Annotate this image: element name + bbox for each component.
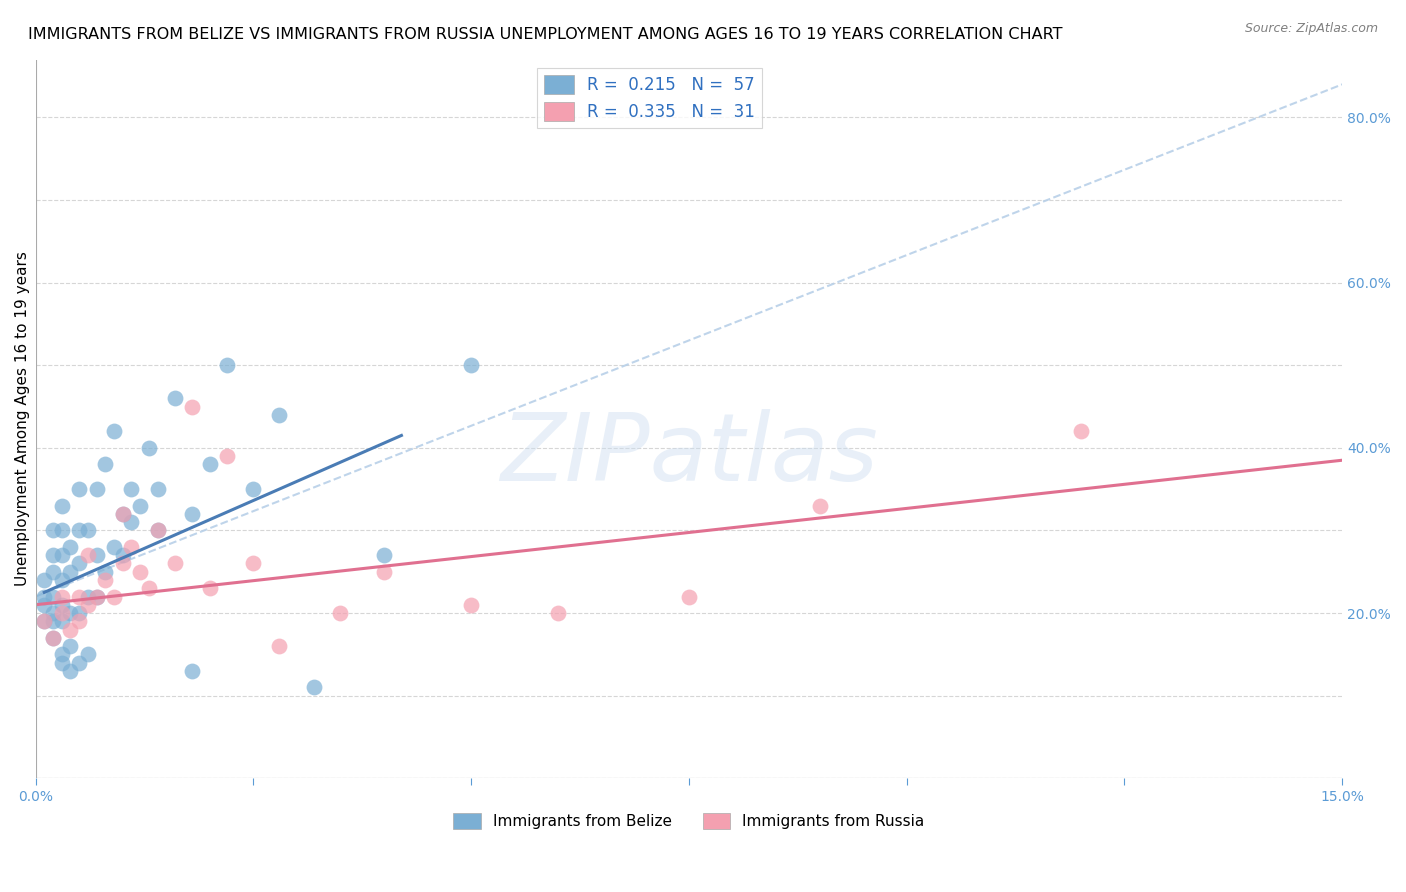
Point <box>42 606 65 620</box>
Point <box>94 573 117 587</box>
Point <box>76 590 98 604</box>
Point <box>146 524 169 538</box>
Text: Source: ZipAtlas.com: Source: ZipAtlas.com <box>1244 22 1378 36</box>
Point <box>181 400 204 414</box>
Point <box>94 458 117 472</box>
Point <box>42 524 65 538</box>
Point <box>76 548 98 562</box>
Point <box>32 615 55 629</box>
Point <box>76 524 98 538</box>
Point <box>67 606 90 620</box>
Point <box>67 590 90 604</box>
Point <box>42 631 65 645</box>
Point <box>59 540 82 554</box>
Point <box>51 656 73 670</box>
Point <box>111 507 134 521</box>
Text: IMMIGRANTS FROM BELIZE VS IMMIGRANTS FROM RUSSIA UNEMPLOYMENT AMONG AGES 16 TO 1: IMMIGRANTS FROM BELIZE VS IMMIGRANTS FRO… <box>28 27 1063 42</box>
Point <box>51 499 73 513</box>
Point <box>51 548 73 562</box>
Point <box>51 524 73 538</box>
Point <box>32 573 55 587</box>
Point <box>242 482 264 496</box>
Point <box>373 565 395 579</box>
Point <box>94 565 117 579</box>
Point <box>120 540 142 554</box>
Point <box>146 524 169 538</box>
Point <box>373 548 395 562</box>
Point <box>67 615 90 629</box>
Point <box>163 391 186 405</box>
Point <box>67 557 90 571</box>
Point <box>120 482 142 496</box>
Point <box>103 540 125 554</box>
Point <box>329 606 352 620</box>
Point <box>76 648 98 662</box>
Point <box>138 441 160 455</box>
Point <box>51 598 73 612</box>
Point <box>198 458 221 472</box>
Point <box>217 358 239 372</box>
Point <box>59 639 82 653</box>
Point <box>129 565 152 579</box>
Point <box>59 664 82 678</box>
Point <box>86 482 108 496</box>
Text: ZIPatlas: ZIPatlas <box>501 409 877 500</box>
Point <box>67 656 90 670</box>
Point <box>76 598 98 612</box>
Point <box>242 557 264 571</box>
Point <box>51 615 73 629</box>
Point <box>59 623 82 637</box>
Legend: Immigrants from Belize, Immigrants from Russia: Immigrants from Belize, Immigrants from … <box>447 807 931 835</box>
Point <box>138 581 160 595</box>
Point <box>269 408 291 422</box>
Point <box>460 358 482 372</box>
Point <box>547 606 569 620</box>
Point <box>304 681 326 695</box>
Point <box>460 598 482 612</box>
Point <box>42 631 65 645</box>
Point <box>42 565 65 579</box>
Point <box>111 548 134 562</box>
Point <box>67 524 90 538</box>
Point <box>32 590 55 604</box>
Point <box>111 507 134 521</box>
Point <box>42 548 65 562</box>
Point <box>103 425 125 439</box>
Point <box>59 565 82 579</box>
Point <box>678 590 700 604</box>
Point <box>32 615 55 629</box>
Point <box>181 664 204 678</box>
Point <box>198 581 221 595</box>
Point <box>146 482 169 496</box>
Point <box>86 548 108 562</box>
Point <box>32 598 55 612</box>
Point <box>111 557 134 571</box>
Point <box>86 590 108 604</box>
Point <box>808 499 831 513</box>
Point <box>86 590 108 604</box>
Point <box>163 557 186 571</box>
Point <box>181 507 204 521</box>
Y-axis label: Unemployment Among Ages 16 to 19 years: Unemployment Among Ages 16 to 19 years <box>15 252 30 586</box>
Point <box>129 499 152 513</box>
Point <box>59 606 82 620</box>
Point <box>269 639 291 653</box>
Point <box>103 590 125 604</box>
Point <box>67 482 90 496</box>
Point <box>217 449 239 463</box>
Point <box>42 590 65 604</box>
Point <box>42 615 65 629</box>
Point <box>51 573 73 587</box>
Point <box>1070 425 1092 439</box>
Point <box>51 590 73 604</box>
Point <box>51 606 73 620</box>
Point <box>120 515 142 529</box>
Point <box>51 648 73 662</box>
